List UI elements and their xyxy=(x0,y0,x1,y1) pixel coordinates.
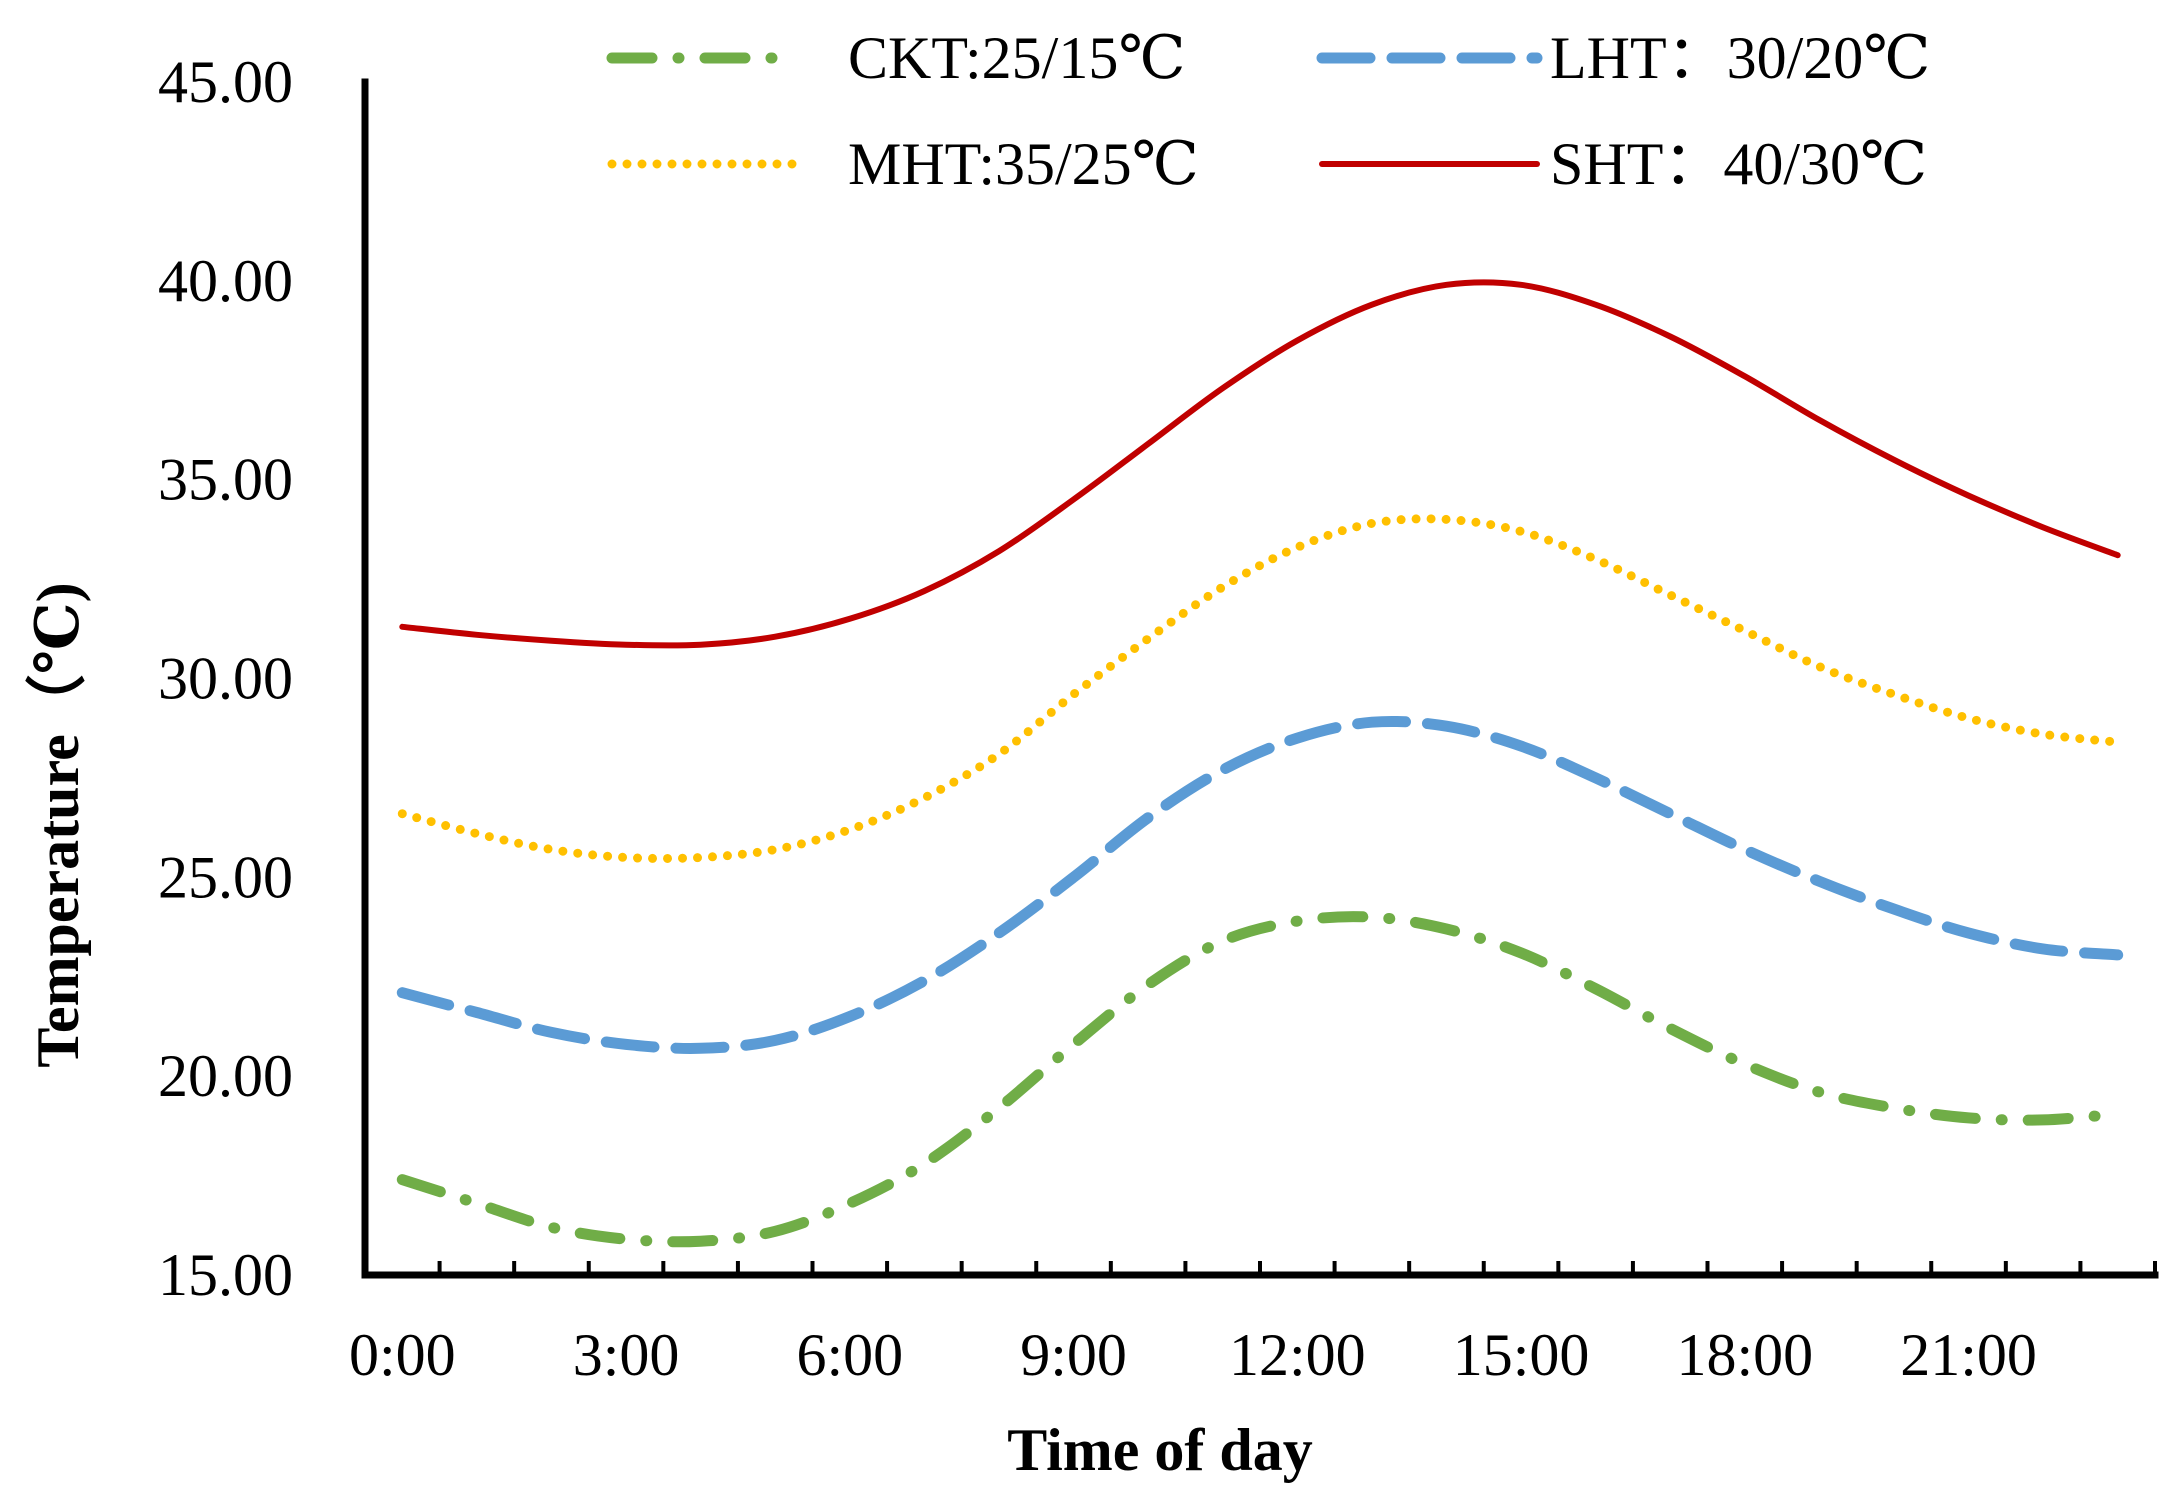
series-line-2 xyxy=(396,715,2124,1054)
x-tick-label: 0:00 xyxy=(349,1322,456,1388)
tick-labels: 15.00 20.00 25.00 30.00 35.00 40.00 45.00 0:00 3… xyxy=(158,49,2037,1388)
x-axis-title: Time of day xyxy=(1007,1417,1313,1483)
y-axis-title: Temperature（℃) xyxy=(24,582,91,1067)
y-tick-label: 15.00 xyxy=(158,1242,293,1308)
y-tick-label: 30.00 xyxy=(158,646,293,712)
x-tick-label: 18:00 xyxy=(1676,1322,1813,1388)
legend-label-3: MHT:35/25℃ xyxy=(848,131,1199,197)
y-tick-label: 20.00 xyxy=(158,1043,293,1109)
series-line-3 xyxy=(397,514,2123,863)
x-tick-label: 21:00 xyxy=(1900,1322,2037,1388)
x-tick-label: 6:00 xyxy=(796,1322,903,1388)
legend: CKT:25/15℃ LHT：30/20℃ MHT:35/25℃ SHT：40/30℃ xyxy=(606,25,1930,197)
y-tick-label: 35.00 xyxy=(158,447,293,513)
series-line-1 xyxy=(396,911,2124,1248)
y-tick-label: 40.00 xyxy=(158,248,293,314)
legend-label-2: LHT：30/20℃ xyxy=(1550,25,1930,91)
series-lines xyxy=(396,279,2124,1248)
series-line-4 xyxy=(399,279,2121,649)
y-tick-label: 25.00 xyxy=(158,844,293,910)
x-tick-label: 15:00 xyxy=(1453,1322,1590,1388)
x-tick-label: 12:00 xyxy=(1229,1322,1366,1388)
legend-label-1: CKT:25/15℃ xyxy=(848,25,1185,91)
y-tick-label: 45.00 xyxy=(158,49,293,115)
axes xyxy=(361,78,2159,1279)
x-tick-label: 3:00 xyxy=(573,1322,680,1388)
legend-label-4: SHT：40/30℃ xyxy=(1550,131,1927,197)
x-tick-label: 9:00 xyxy=(1020,1322,1127,1388)
